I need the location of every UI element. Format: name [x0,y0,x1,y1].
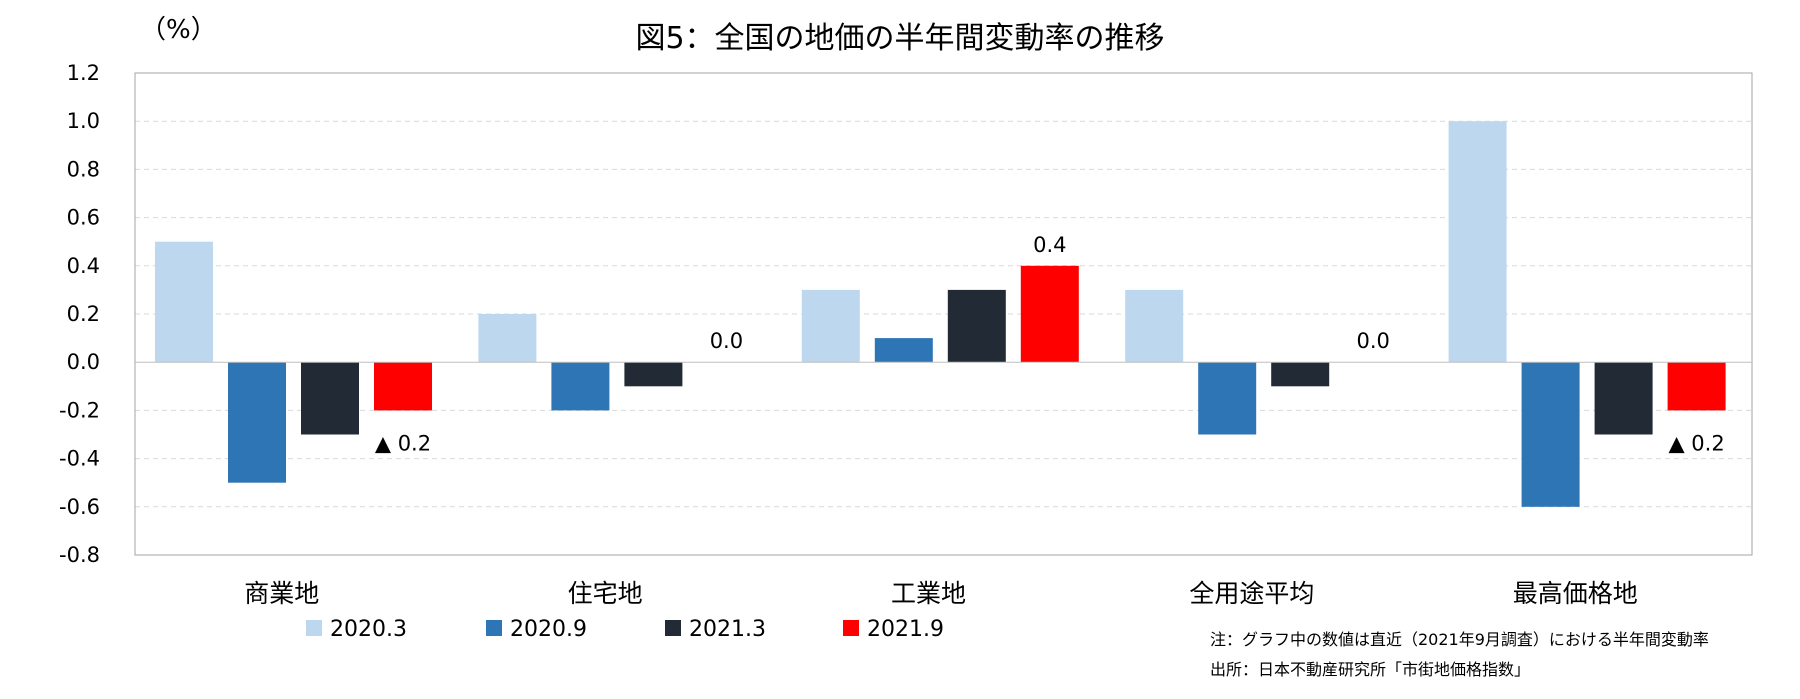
bar-2021.3-全用途平均 [1271,362,1330,387]
y-tick-label: 1.0 [67,109,100,133]
bar-2020.9-全用途平均 [1198,362,1257,435]
bar-2020.3-全用途平均 [1125,289,1184,363]
category-label: 商業地 [244,579,319,608]
bar-2020.9-住宅地 [551,362,610,411]
y-tick-label: -0.8 [59,543,100,567]
bar-2020.3-最高価格地 [1448,121,1507,363]
y-tick-label: -0.4 [59,447,100,471]
data-label: ▲ 0.2 [375,431,431,455]
bar-2021.9-工業地 [1020,265,1079,363]
note-text: 出所：日本不動産研究所「市街地価格指数」 [1210,660,1530,679]
y-tick-label: 0.4 [67,254,100,278]
category-label: 工業地 [891,579,966,608]
y-tick-label: -0.6 [59,495,100,519]
data-label: 0.0 [710,329,743,353]
y-tick-label: 0.6 [67,206,100,230]
bar-2021.3-工業地 [947,289,1006,363]
y-tick-label: -0.2 [59,398,100,422]
y-tick-label: 0.8 [67,157,100,181]
legend-swatch [486,620,502,636]
plot-area-frame [134,72,1753,556]
bar-2020.9-工業地 [874,338,933,363]
y-tick-label: 0.2 [67,302,100,326]
category-label: 最高価格地 [1513,579,1638,608]
bar-2021.3-住宅地 [624,362,683,387]
bar-2021.3-商業地 [301,362,359,435]
legend-label: 2020.9 [510,617,587,642]
legend-swatch [306,620,322,636]
data-label: ▲ 0.2 [1668,431,1724,455]
category-label: 全用途平均 [1189,579,1314,608]
category-label: 住宅地 [568,579,643,608]
legend-swatch [843,620,859,636]
y-tick-label: 1.2 [67,61,100,85]
chart-title: 図5：全国の地価の半年間変動率の推移 [635,21,1164,56]
legend-swatch [665,620,681,636]
bar-2020.3-商業地 [155,241,213,363]
category-labels: 商業地 住宅地 工業地 全用途平均 最高価格地 [244,579,1638,608]
bar-2021.9-最高価格地 [1667,362,1726,411]
legend-label: 2020.3 [330,617,407,642]
legend-label: 2021.3 [689,617,766,642]
bar-2021.9-商業地 [374,362,432,411]
bar-2020.3-工業地 [801,289,860,363]
data-label: 0.4 [1033,233,1066,257]
data-label: 0.0 [1356,329,1389,353]
note-text: 注：グラフ中の数値は直近（2021年9月調査）における半年間変動率 [1210,630,1709,649]
bar-2021.3-最高価格地 [1594,362,1653,435]
bar-2020.3-住宅地 [478,314,537,363]
y-axis-ticks: 1.2 1.0 0.8 0.6 0.4 0.2 0.0 -0.2 -0.4 -0.6 -0.8 [59,61,100,567]
legend: 2020.3 2020.9 2021.3 2021.9 [306,617,944,642]
legend-label: 2021.9 [867,617,944,642]
bar-2020.9-商業地 [228,362,286,483]
bar-2020.9-最高価格地 [1521,362,1580,507]
y-tick-label: 0.0 [67,350,100,374]
y-axis-unit-label: （%） [140,15,217,45]
notes: 注：グラフ中の数値は直近（2021年9月調査）における半年間変動率出所：日本不動… [1210,630,1709,679]
bars [155,121,1726,507]
data-labels: ▲ 0.2 0.0 0.4 0.0 ▲ 0.2 [375,233,1725,456]
